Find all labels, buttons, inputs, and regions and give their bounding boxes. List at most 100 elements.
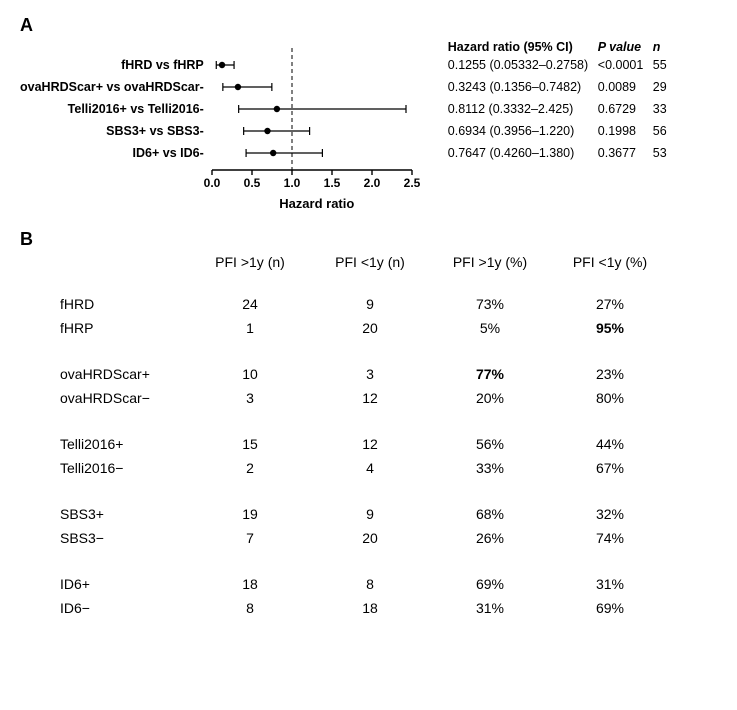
stats-header: Hazard ratio (95% CI) P value n <box>448 40 678 54</box>
svg-text:0.5: 0.5 <box>243 176 260 190</box>
table-row: ovaHRDScar−31220%80% <box>60 386 717 410</box>
table-cell: 18 <box>310 596 430 620</box>
cell-hr: 0.8112 (0.3332–2.425) <box>448 98 598 120</box>
panel-a-label: A <box>20 15 717 36</box>
row-label: SBS3− <box>60 526 190 550</box>
header-n: n <box>653 40 678 54</box>
cell-p: 0.0089 <box>598 76 653 98</box>
table-cell: 73% <box>430 292 550 316</box>
table-b-header: PFI >1y (n) PFI <1y (n) PFI >1y (%) PFI … <box>60 254 717 270</box>
table-cell: 69% <box>430 572 550 596</box>
table-cell: 8 <box>310 572 430 596</box>
table-cell: 74% <box>550 526 670 550</box>
cell-hr: 0.6934 (0.3956–1.220) <box>448 120 598 142</box>
row-label: fHRP <box>60 316 190 340</box>
table-cell: 8 <box>190 596 310 620</box>
table-cell: 10 <box>190 362 310 386</box>
col-header: PFI <1y (n) <box>310 254 430 270</box>
stats-table: Hazard ratio (95% CI) P value n 0.1255 (… <box>448 40 678 164</box>
table-cell: 69% <box>550 596 670 620</box>
row-label: ID6− <box>60 596 190 620</box>
row-label: fHRD <box>60 292 190 316</box>
table-cell: 12 <box>310 386 430 410</box>
forest-row-label: SBS3+ vs SBS3- <box>106 120 204 142</box>
col-header: PFI >1y (%) <box>430 254 550 270</box>
table-row: SBS3−72026%74% <box>60 526 717 550</box>
col-header: PFI <1y (%) <box>550 254 670 270</box>
table-cell: 4 <box>310 456 430 480</box>
table-cell: 9 <box>310 292 430 316</box>
table-cell: 20 <box>310 526 430 550</box>
table-b: PFI >1y (n) PFI <1y (n) PFI >1y (%) PFI … <box>60 254 717 620</box>
table-cell: 5% <box>430 316 550 340</box>
table-row: Telli2016−2433%67% <box>60 456 717 480</box>
stats-row: 0.3243 (0.1356–0.7482)0.008929 <box>448 76 678 98</box>
cell-p: 0.6729 <box>598 98 653 120</box>
cell-hr: 0.1255 (0.05332–0.2758) <box>448 54 598 76</box>
table-cell: 19 <box>190 502 310 526</box>
forest-plot-wrap: 0.00.51.01.52.02.5 Hazard ratio <box>204 40 430 211</box>
forest-row-label: ID6+ vs ID6- <box>133 142 204 164</box>
table-cell: 3 <box>310 362 430 386</box>
x-axis-label: Hazard ratio <box>279 196 354 211</box>
table-cell: 23% <box>550 362 670 386</box>
table-cell: 7 <box>190 526 310 550</box>
forest-row-label: fHRD vs fHRP <box>121 54 204 76</box>
table-cell: 3 <box>190 386 310 410</box>
panel-b: B PFI >1y (n) PFI <1y (n) PFI >1y (%) PF… <box>20 229 717 620</box>
svg-text:0.0: 0.0 <box>204 176 221 190</box>
table-cell: 31% <box>550 572 670 596</box>
table-cell: 56% <box>430 432 550 456</box>
forest-plot: 0.00.51.01.52.02.5 <box>204 40 430 194</box>
stats-row: 0.6934 (0.3956–1.220)0.199856 <box>448 120 678 142</box>
table-row: Telli2016+151256%44% <box>60 432 717 456</box>
table-row: fHRP1205%95% <box>60 316 717 340</box>
forest-row-labels: fHRD vs fHRPovaHRDScar+ vs ovaHRDScar-Te… <box>20 40 204 164</box>
table-row: fHRD24973%27% <box>60 292 717 316</box>
header-p: P value <box>598 40 653 54</box>
row-label: ID6+ <box>60 572 190 596</box>
forest-row-label: ovaHRDScar+ vs ovaHRDScar- <box>20 76 204 98</box>
table-cell: 68% <box>430 502 550 526</box>
cell-n: 53 <box>653 142 678 164</box>
row-label: ovaHRDScar− <box>60 386 190 410</box>
table-cell: 20% <box>430 386 550 410</box>
table-cell: 33% <box>430 456 550 480</box>
row-label: Telli2016+ <box>60 432 190 456</box>
svg-text:1.5: 1.5 <box>323 176 340 190</box>
svg-text:1.0: 1.0 <box>283 176 300 190</box>
table-cell: 24 <box>190 292 310 316</box>
table-cell: 44% <box>550 432 670 456</box>
stats-row: 0.1255 (0.05332–0.2758)<0.000155 <box>448 54 678 76</box>
table-row: ID6−81831%69% <box>60 596 717 620</box>
panel-a: fHRD vs fHRPovaHRDScar+ vs ovaHRDScar-Te… <box>20 40 717 211</box>
row-label: ovaHRDScar+ <box>60 362 190 386</box>
stats-rows: 0.1255 (0.05332–0.2758)<0.0001550.3243 (… <box>448 54 678 164</box>
table-row: ovaHRDScar+10377%23% <box>60 362 717 386</box>
svg-text:2.5: 2.5 <box>403 176 420 190</box>
table-b-body: fHRD24973%27%fHRP1205%95%ovaHRDScar+1037… <box>60 292 717 620</box>
table-cell: 1 <box>190 316 310 340</box>
header-hr: Hazard ratio (95% CI) <box>448 40 598 54</box>
cell-n: 33 <box>653 98 678 120</box>
cell-p: 0.3677 <box>598 142 653 164</box>
table-cell: 31% <box>430 596 550 620</box>
forest-row-label: Telli2016+ vs Telli2016- <box>68 98 204 120</box>
cell-n: 29 <box>653 76 678 98</box>
table-cell: 20 <box>310 316 430 340</box>
table-cell: 80% <box>550 386 670 410</box>
row-label: SBS3+ <box>60 502 190 526</box>
forest-area: fHRD vs fHRPovaHRDScar+ vs ovaHRDScar-Te… <box>20 40 430 211</box>
stats-row: 0.8112 (0.3332–2.425)0.672933 <box>448 98 678 120</box>
table-cell: 95% <box>550 316 670 340</box>
panel-b-label: B <box>20 229 717 250</box>
cell-p: <0.0001 <box>598 54 653 76</box>
cell-hr: 0.3243 (0.1356–0.7482) <box>448 76 598 98</box>
table-cell: 2 <box>190 456 310 480</box>
table-cell: 12 <box>310 432 430 456</box>
stats-row: 0.7647 (0.4260–1.380)0.367753 <box>448 142 678 164</box>
cell-n: 55 <box>653 54 678 76</box>
table-cell: 9 <box>310 502 430 526</box>
row-label: Telli2016− <box>60 456 190 480</box>
cell-n: 56 <box>653 120 678 142</box>
